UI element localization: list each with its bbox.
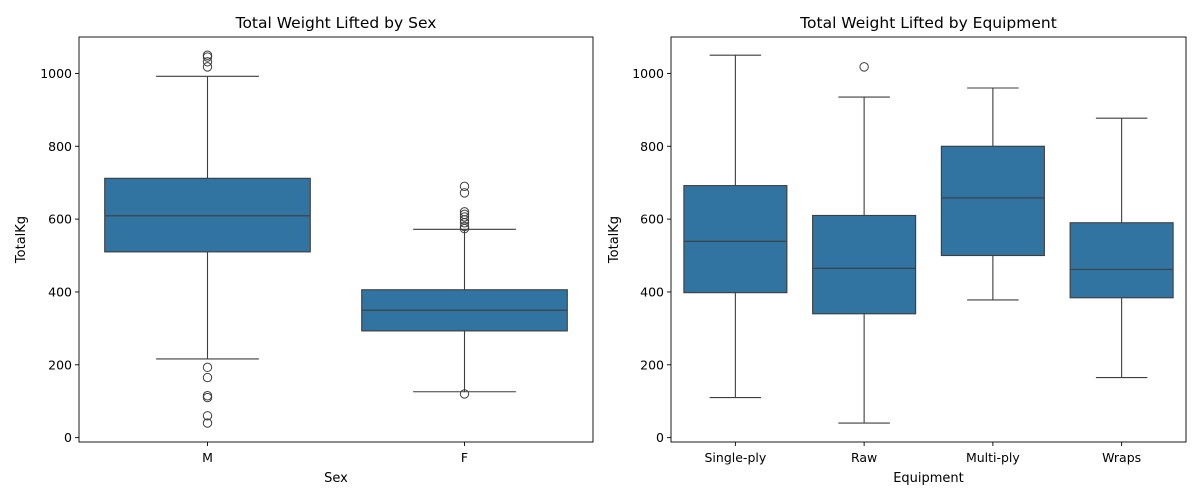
outlier-point	[202, 62, 213, 72]
y-tick-label: 200	[48, 357, 72, 372]
x-tick-label: Multi-ply	[966, 450, 1020, 465]
outlier-point	[202, 411, 213, 421]
iqr-box	[940, 145, 1045, 257]
outlier-point	[202, 391, 213, 401]
outlier-point	[202, 392, 213, 403]
y-tick-label: 200	[640, 357, 664, 372]
outlier-point	[202, 362, 213, 373]
iqr-box	[104, 177, 311, 253]
x-axis-label: Equipment	[893, 471, 964, 486]
chart-sex: 0 200 400 600 800 1000 M F Total Weight Lifted b…	[14, 14, 594, 486]
chart-equipment: 0 200 400 600 800 1000 Single-ply Raw Multi-ply W…	[607, 14, 1187, 486]
x-axis-label: Sex	[324, 471, 348, 486]
x-tick-label: F	[461, 450, 468, 465]
outlier-point	[459, 188, 470, 198]
chart-title: Total Weight Lifted by Sex	[235, 14, 437, 32]
outlier-point	[202, 57, 213, 67]
y-tick-label: 400	[48, 284, 72, 299]
outlier-point	[202, 372, 213, 383]
y-axis-label: TotalKg	[607, 216, 622, 264]
outlier-point	[459, 212, 470, 222]
iqr-box	[1069, 222, 1174, 299]
y-tick-label: 0	[64, 430, 72, 445]
outlier-point	[459, 389, 470, 399]
outlier-point	[459, 218, 470, 228]
box-wraps	[1069, 117, 1174, 379]
y-tick-label: 600	[48, 212, 72, 227]
outlier-point	[459, 221, 470, 232]
box-single-ply	[683, 54, 788, 399]
outlier-point	[459, 181, 470, 192]
x-tick-label: Wraps	[1102, 450, 1141, 465]
x-tick-label: M	[202, 450, 213, 465]
iqr-box	[683, 185, 788, 294]
y-tick-label: 800	[640, 139, 664, 154]
x-tick-label: Single-ply	[705, 450, 767, 465]
box-raw	[812, 62, 917, 424]
box-m	[104, 50, 311, 428]
outlier-point	[202, 418, 213, 428]
chart-title: Total Weight Lifted by Equipment	[799, 14, 1057, 32]
y-tick-label: 0	[656, 430, 664, 445]
box-multi-ply	[940, 87, 1045, 301]
box-f	[361, 181, 568, 399]
plot-frame	[78, 36, 594, 443]
outlier-point	[859, 62, 869, 72]
y-tick-label: 800	[48, 139, 72, 154]
outlier-point	[459, 223, 470, 234]
y-tick-label: 600	[640, 212, 664, 227]
y-tick-label: 1000	[40, 66, 72, 81]
iqr-box	[812, 214, 917, 315]
outlier-point	[202, 52, 213, 62]
x-tick-label: Raw	[851, 450, 877, 465]
y-axis-label: TotalKg	[14, 216, 29, 264]
y-tick-label: 1000	[632, 66, 664, 81]
plot-frame	[670, 36, 1187, 443]
y-tick-label: 400	[640, 284, 664, 299]
